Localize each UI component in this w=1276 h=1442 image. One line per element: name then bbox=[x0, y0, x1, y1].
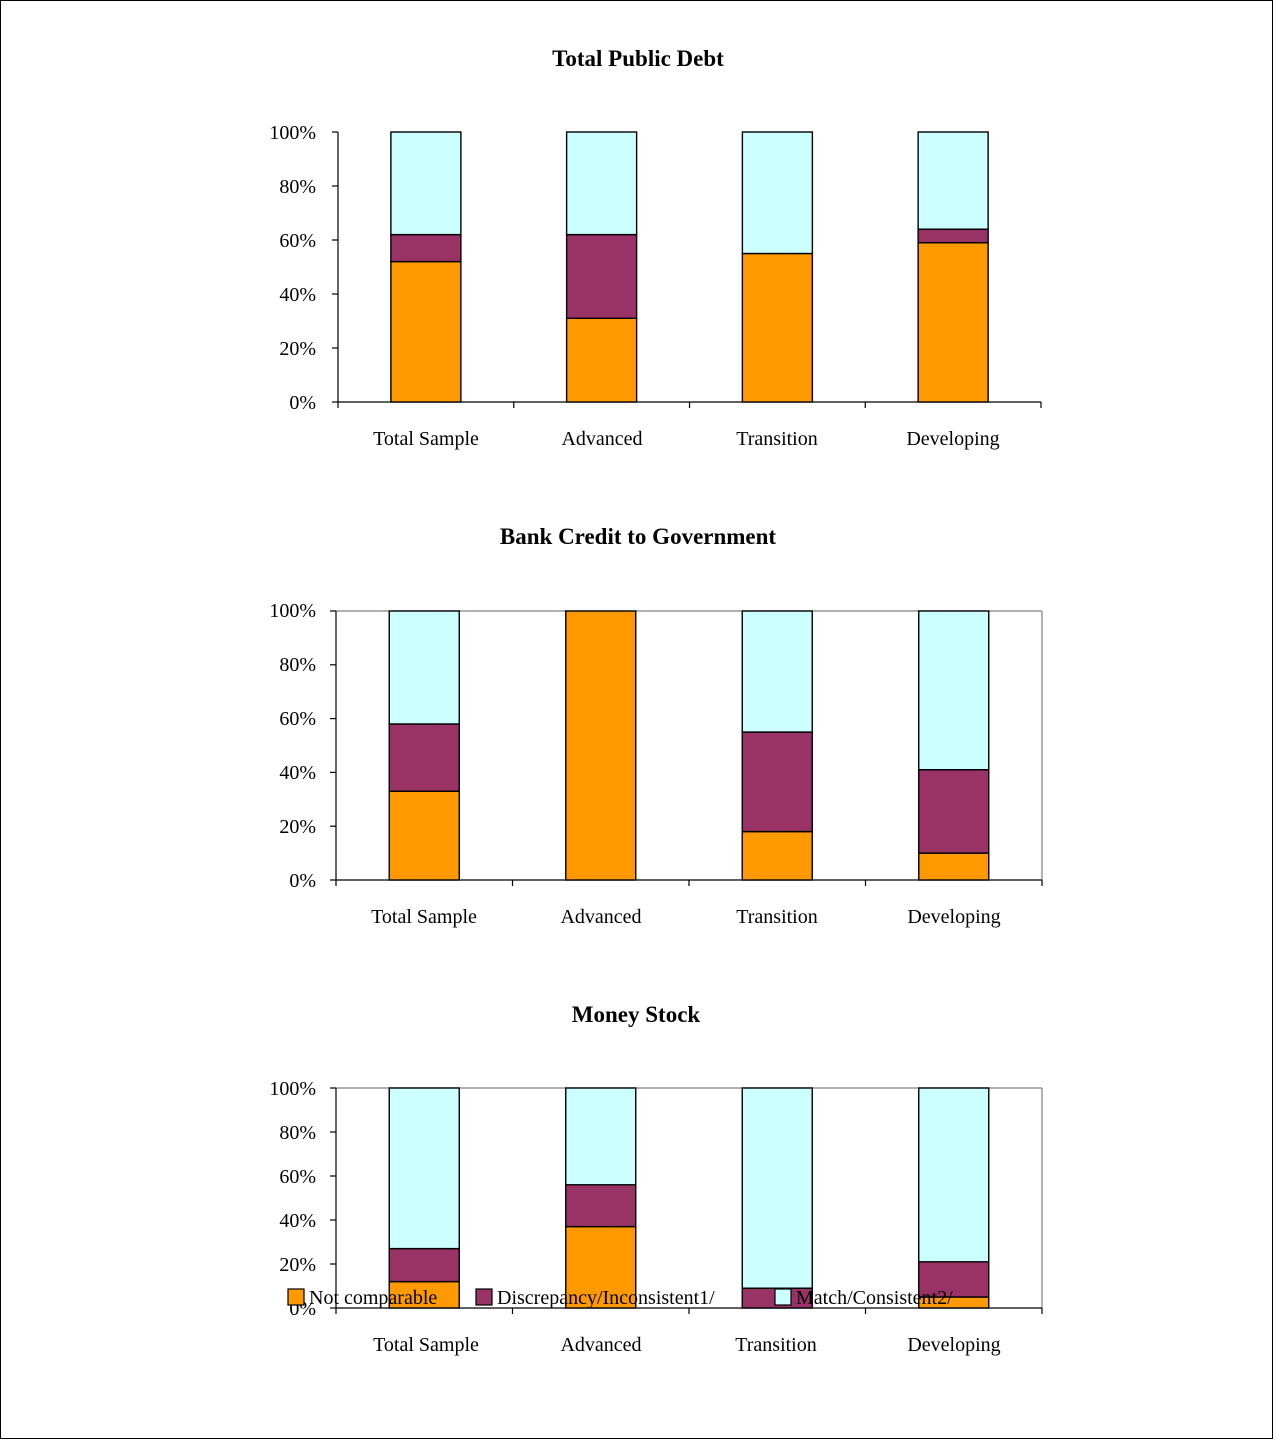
x-category-label: Advanced bbox=[561, 428, 642, 450]
x-category-label: Advanced bbox=[560, 906, 641, 928]
bar-segment-match bbox=[918, 610, 990, 771]
bar-segment-match bbox=[741, 131, 814, 255]
bar-segment-not-comparable bbox=[918, 852, 990, 881]
bar-segment-discrepancy bbox=[388, 1247, 460, 1283]
chart-total-public-debt: Total Public Debt 0% 20% 40% 60% 80% 100… bbox=[269, 46, 1042, 450]
x-category-label: Total Sample bbox=[373, 428, 479, 450]
y-tick-label: 60% bbox=[279, 230, 316, 252]
bar-segment-not-comparable bbox=[565, 317, 638, 403]
y-tick-label: 60% bbox=[279, 1166, 316, 1188]
bar-segment-match bbox=[917, 131, 989, 230]
x-category-label: Transition bbox=[735, 1334, 817, 1356]
y-tick-label: 60% bbox=[279, 708, 316, 730]
legend-swatch-discrepancy bbox=[475, 1288, 493, 1306]
legend-label-not-comparable: Not comparable bbox=[309, 1287, 437, 1309]
y-tick-label: 0% bbox=[289, 392, 316, 414]
legend: Not comparable Discrepancy/Inconsistent1… bbox=[287, 1287, 953, 1309]
chart-bank-credit-to-government: Bank Credit to Government 0% 20% 40% 60%… bbox=[269, 524, 1043, 928]
y-tick-label: 40% bbox=[279, 284, 316, 306]
bar-segment-not-comparable bbox=[565, 1225, 637, 1309]
bars bbox=[388, 1087, 990, 1309]
bar-segment-match bbox=[565, 1087, 637, 1186]
bar-segment-discrepancy bbox=[917, 228, 989, 244]
bar-segment-discrepancy bbox=[565, 1184, 637, 1228]
y-tick-label: 40% bbox=[279, 1210, 316, 1232]
x-category-label: Transition bbox=[736, 906, 818, 928]
bar-segment-match bbox=[741, 610, 813, 733]
bar-segment-discrepancy bbox=[388, 723, 460, 792]
y-tick-label: 100% bbox=[269, 1078, 316, 1100]
bar-segment-match bbox=[388, 1087, 460, 1250]
bar-segment-match bbox=[388, 610, 460, 725]
bar-segment-not-comparable bbox=[741, 830, 813, 881]
y-tick-label: 80% bbox=[279, 654, 316, 676]
bar-segment-not-comparable bbox=[565, 610, 637, 881]
legend-swatch-match bbox=[774, 1288, 792, 1306]
bars bbox=[390, 131, 989, 403]
bar-segment-match bbox=[565, 131, 638, 236]
bar-segment-discrepancy bbox=[390, 233, 462, 263]
y-tick-label: 80% bbox=[279, 1122, 316, 1144]
bar-segment-match bbox=[390, 131, 462, 236]
bar-segment-discrepancy bbox=[565, 233, 638, 320]
legend-swatch-not-comparable bbox=[287, 1288, 305, 1306]
legend-label-discrepancy: Discrepancy/Inconsistent1/ bbox=[497, 1287, 715, 1309]
chart-title: Bank Credit to Government bbox=[500, 524, 777, 549]
bar-segment-discrepancy bbox=[741, 731, 813, 833]
x-category-label: Developing bbox=[907, 1334, 1000, 1356]
bar-segment-discrepancy bbox=[918, 769, 990, 854]
y-tick-label: 20% bbox=[279, 816, 316, 838]
x-category-label: Transition bbox=[736, 428, 818, 450]
chart-title: Total Public Debt bbox=[552, 46, 724, 71]
y-tick-label: 20% bbox=[279, 338, 316, 360]
chart-title: Money Stock bbox=[572, 1002, 701, 1027]
bars bbox=[388, 610, 990, 881]
bar-segment-not-comparable bbox=[917, 241, 989, 403]
bar-segment-not-comparable bbox=[390, 260, 462, 403]
bar-segment-match bbox=[918, 1087, 990, 1263]
x-category-label: Developing bbox=[907, 906, 1000, 928]
legend-label-match: Match/Consistent2/ bbox=[796, 1287, 953, 1309]
bar-segment-not-comparable bbox=[388, 1280, 460, 1309]
y-tick-label: 0% bbox=[289, 870, 316, 892]
bar-segment-match bbox=[741, 1087, 813, 1289]
x-category-label: Developing bbox=[906, 428, 999, 450]
x-category-label: Advanced bbox=[560, 1334, 641, 1356]
y-tick-label: 100% bbox=[269, 122, 316, 144]
y-tick-label: 80% bbox=[279, 176, 316, 198]
bar-segment-not-comparable bbox=[741, 252, 814, 403]
x-category-label: Total Sample bbox=[373, 1334, 479, 1356]
x-category-label: Total Sample bbox=[371, 906, 477, 928]
y-tick-label: 40% bbox=[279, 762, 316, 784]
y-tick-label: 20% bbox=[279, 1254, 316, 1276]
chart-money-stock: Money Stock 0% 20% 40% 60% 80% 100% Tota… bbox=[269, 1002, 1043, 1356]
bar-segment-not-comparable bbox=[388, 790, 460, 881]
y-tick-label: 100% bbox=[269, 600, 316, 622]
